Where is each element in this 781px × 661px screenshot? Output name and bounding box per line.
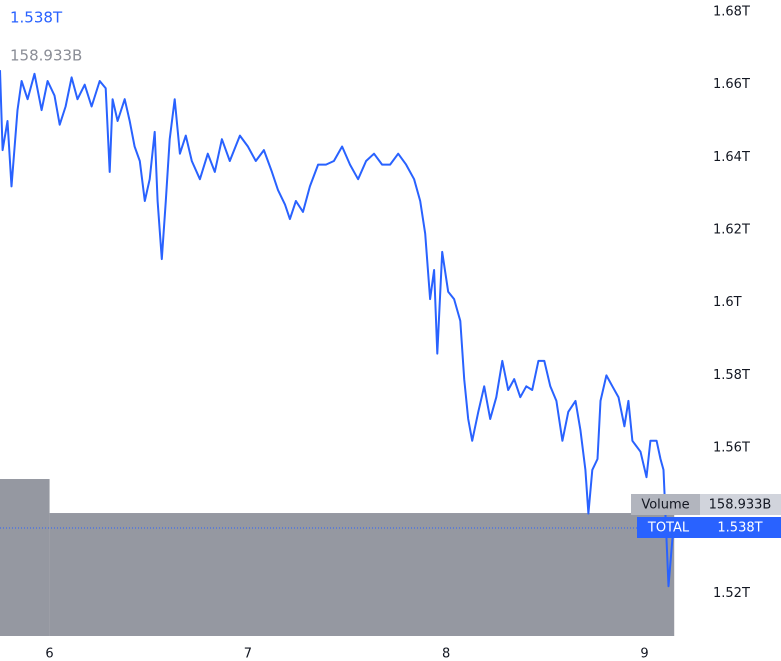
y-tick-label: 1.56T [713, 441, 750, 456]
y-tick-label: 1.52T [713, 586, 750, 601]
series-value: 158.933B [709, 498, 772, 513]
x-tick-label: 6 [45, 647, 53, 661]
price-line [0, 70, 677, 588]
x-tick-label: 8 [442, 647, 450, 661]
x-tick-label: 9 [640, 647, 648, 661]
volume-bar [49, 513, 675, 636]
y-tick-label: 1.68T [713, 4, 750, 19]
header-value: 1.538T [10, 9, 63, 27]
series-name: Volume [641, 498, 689, 513]
y-tick-label: 1.58T [713, 368, 750, 383]
y-tick-label: 1.64T [713, 150, 750, 165]
series-value-box [700, 517, 781, 538]
series-name-box [637, 517, 700, 538]
y-tick-label: 1.6T [713, 295, 742, 310]
series-value: 1.538T [717, 521, 762, 536]
series-name-box [631, 494, 700, 515]
y-tick-label: 1.66T [713, 77, 750, 92]
volume-bar [0, 479, 50, 636]
series-value-box [700, 494, 781, 515]
series-name: TOTAL [647, 521, 690, 536]
y-tick-label: 1.62T [713, 223, 750, 238]
x-tick-label: 7 [244, 647, 252, 661]
header-value: 158.933B [10, 47, 82, 65]
